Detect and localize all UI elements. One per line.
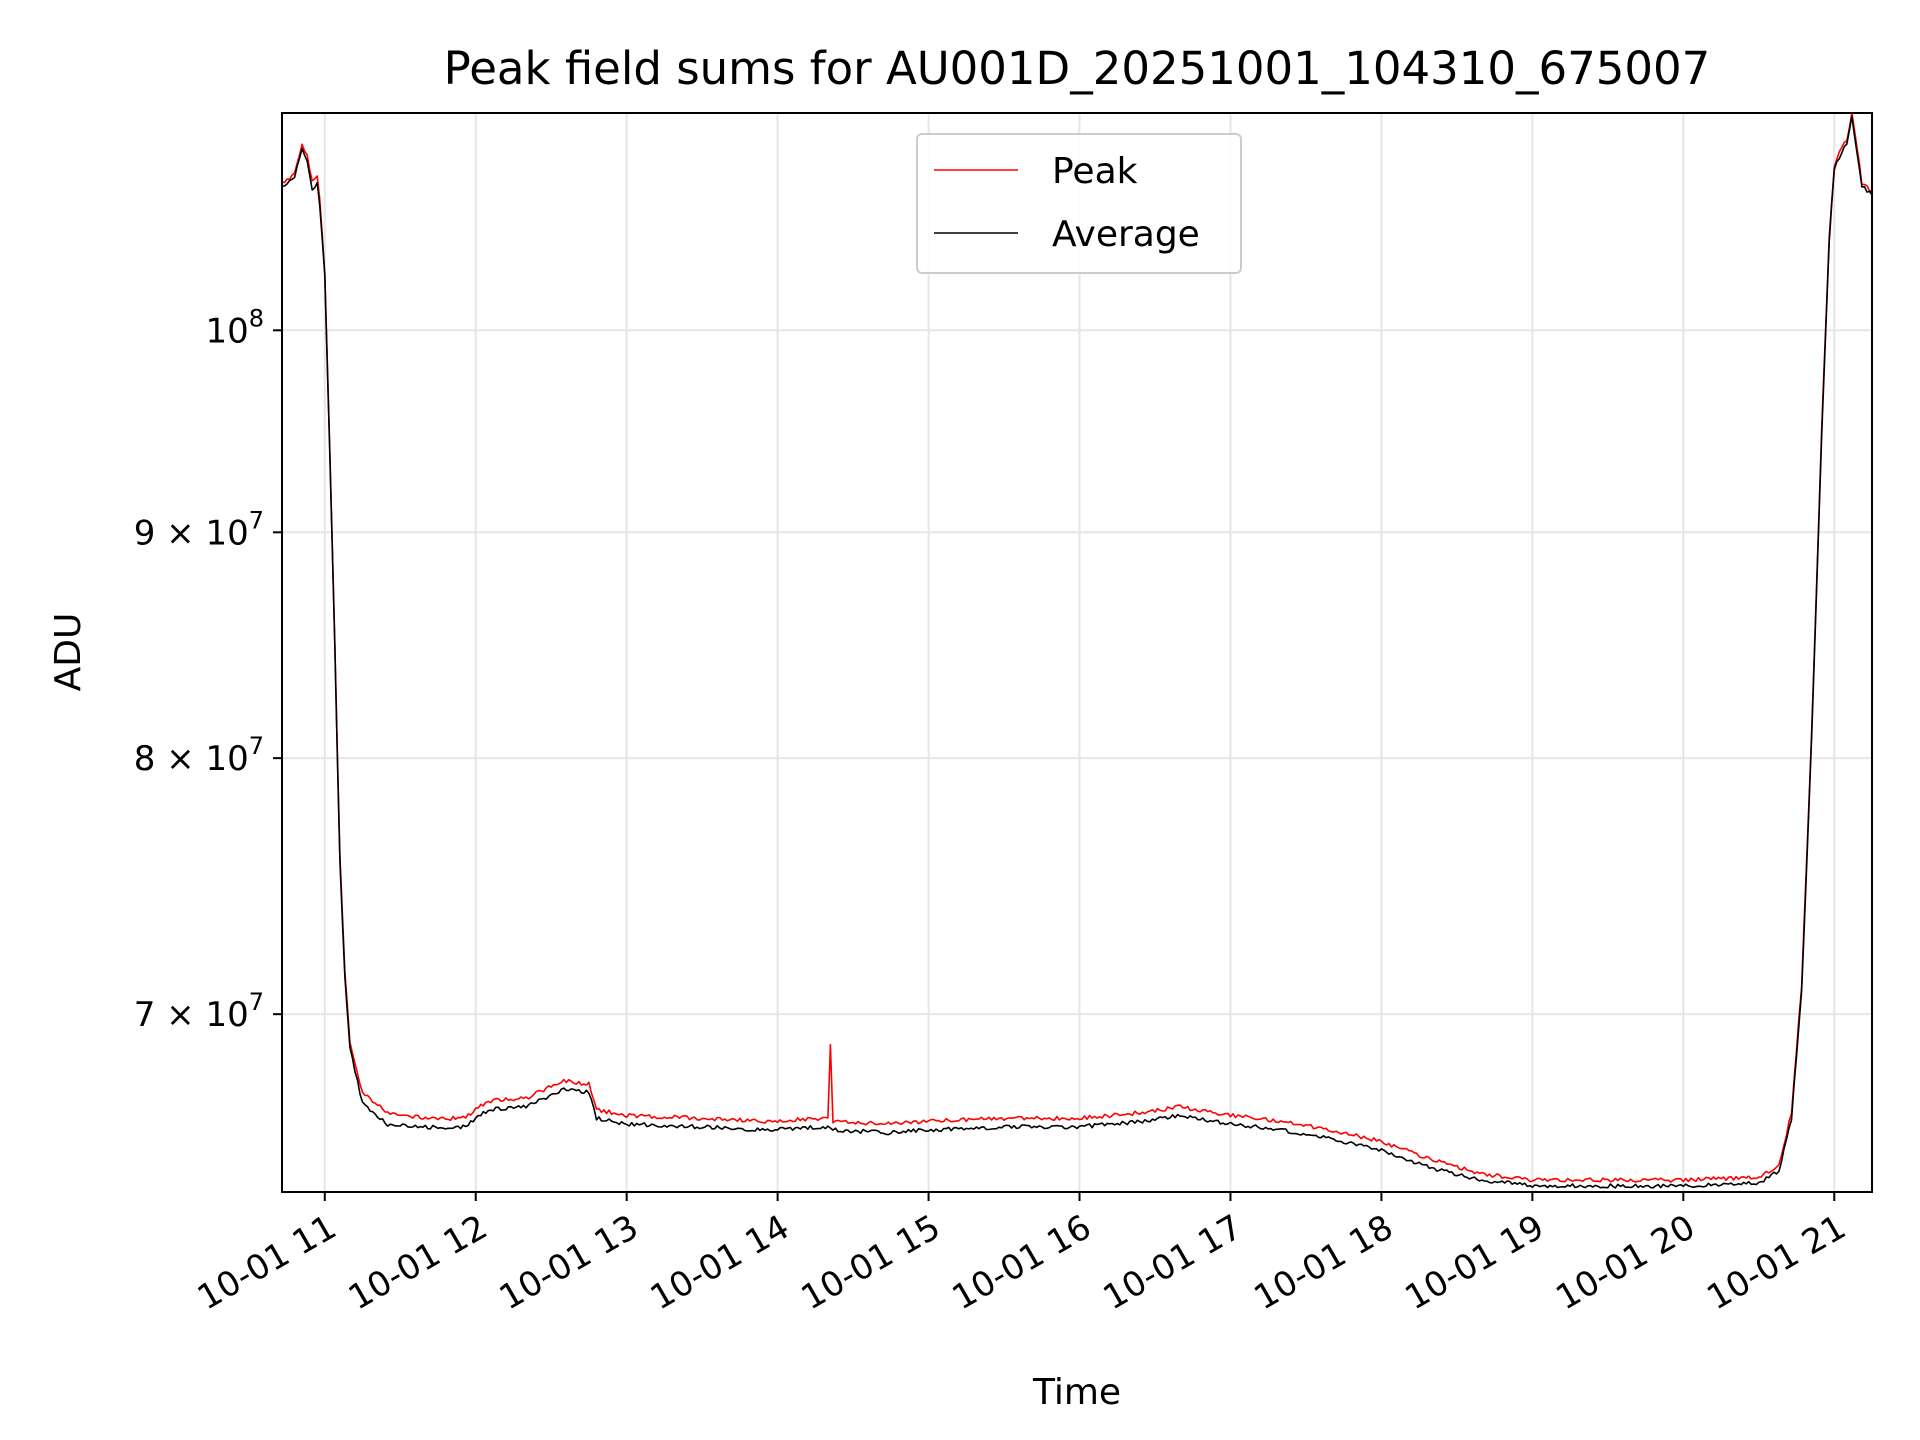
grid	[282, 113, 1872, 1192]
legend-label-peak: Peak	[1052, 151, 1138, 192]
y-tick-label: 108	[205, 304, 264, 351]
y-axis-label: ADU	[48, 613, 89, 692]
legend: Peak Average	[916, 133, 1242, 274]
x-axis-label: Time	[1032, 1372, 1121, 1413]
series-line-average	[281, 115, 1873, 1189]
legend-box	[916, 133, 1242, 274]
y-tick-label: 7 × 107	[134, 988, 264, 1035]
legend-label-average: Average	[1052, 214, 1200, 255]
plot-frame	[281, 112, 1873, 1193]
plot-lines	[281, 112, 1873, 1189]
y-tick-label: 9 × 107	[134, 506, 264, 553]
series-line-peak	[281, 112, 1873, 1183]
y-tick-label: 8 × 107	[134, 732, 264, 779]
chart-title: Peak field sums for AU001D_20251001_1043…	[444, 42, 1711, 95]
y-axis: 108 9 × 107 8 × 107 7 × 107	[134, 304, 282, 1035]
